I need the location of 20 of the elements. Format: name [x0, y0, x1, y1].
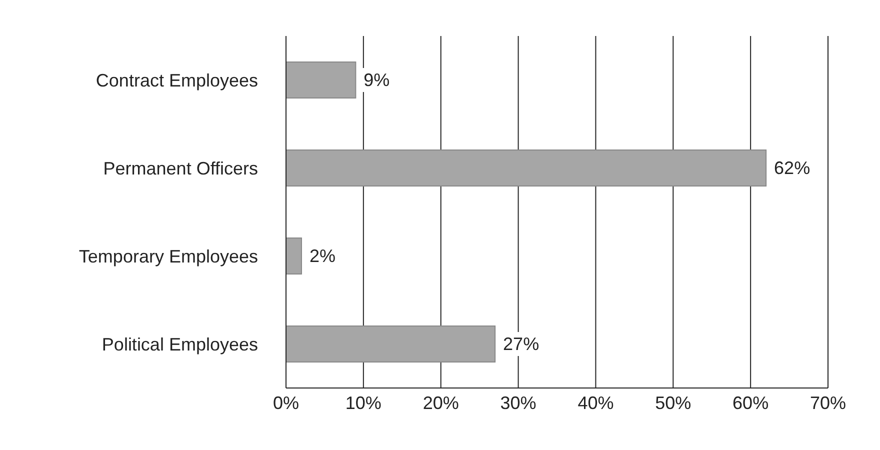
x-tick-label: 30%: [500, 392, 536, 413]
x-tick-label: 0%: [272, 392, 300, 413]
bar: [286, 326, 496, 362]
y-tick-label: Contract Employees: [96, 70, 258, 90]
data-label: 2%: [309, 246, 336, 266]
bar: [286, 150, 767, 186]
x-tick-label: 20%: [422, 392, 459, 413]
x-tick-label: 40%: [578, 392, 614, 413]
x-tick-label: 60%: [732, 392, 769, 413]
data-label: 62%: [774, 158, 810, 178]
y-tick-label: Permanent Officers: [103, 158, 258, 178]
y-tick-label: Political Employees: [102, 334, 258, 354]
bar: [286, 62, 356, 98]
data-label: 27%: [503, 334, 540, 354]
x-tick-label: 70%: [810, 392, 846, 413]
x-tick-label: 50%: [655, 392, 692, 413]
data-label: 9%: [364, 70, 390, 90]
x-tick-label: 10%: [345, 392, 382, 413]
bar: [286, 238, 302, 274]
y-tick-label: Temporary Employees: [78, 246, 258, 266]
